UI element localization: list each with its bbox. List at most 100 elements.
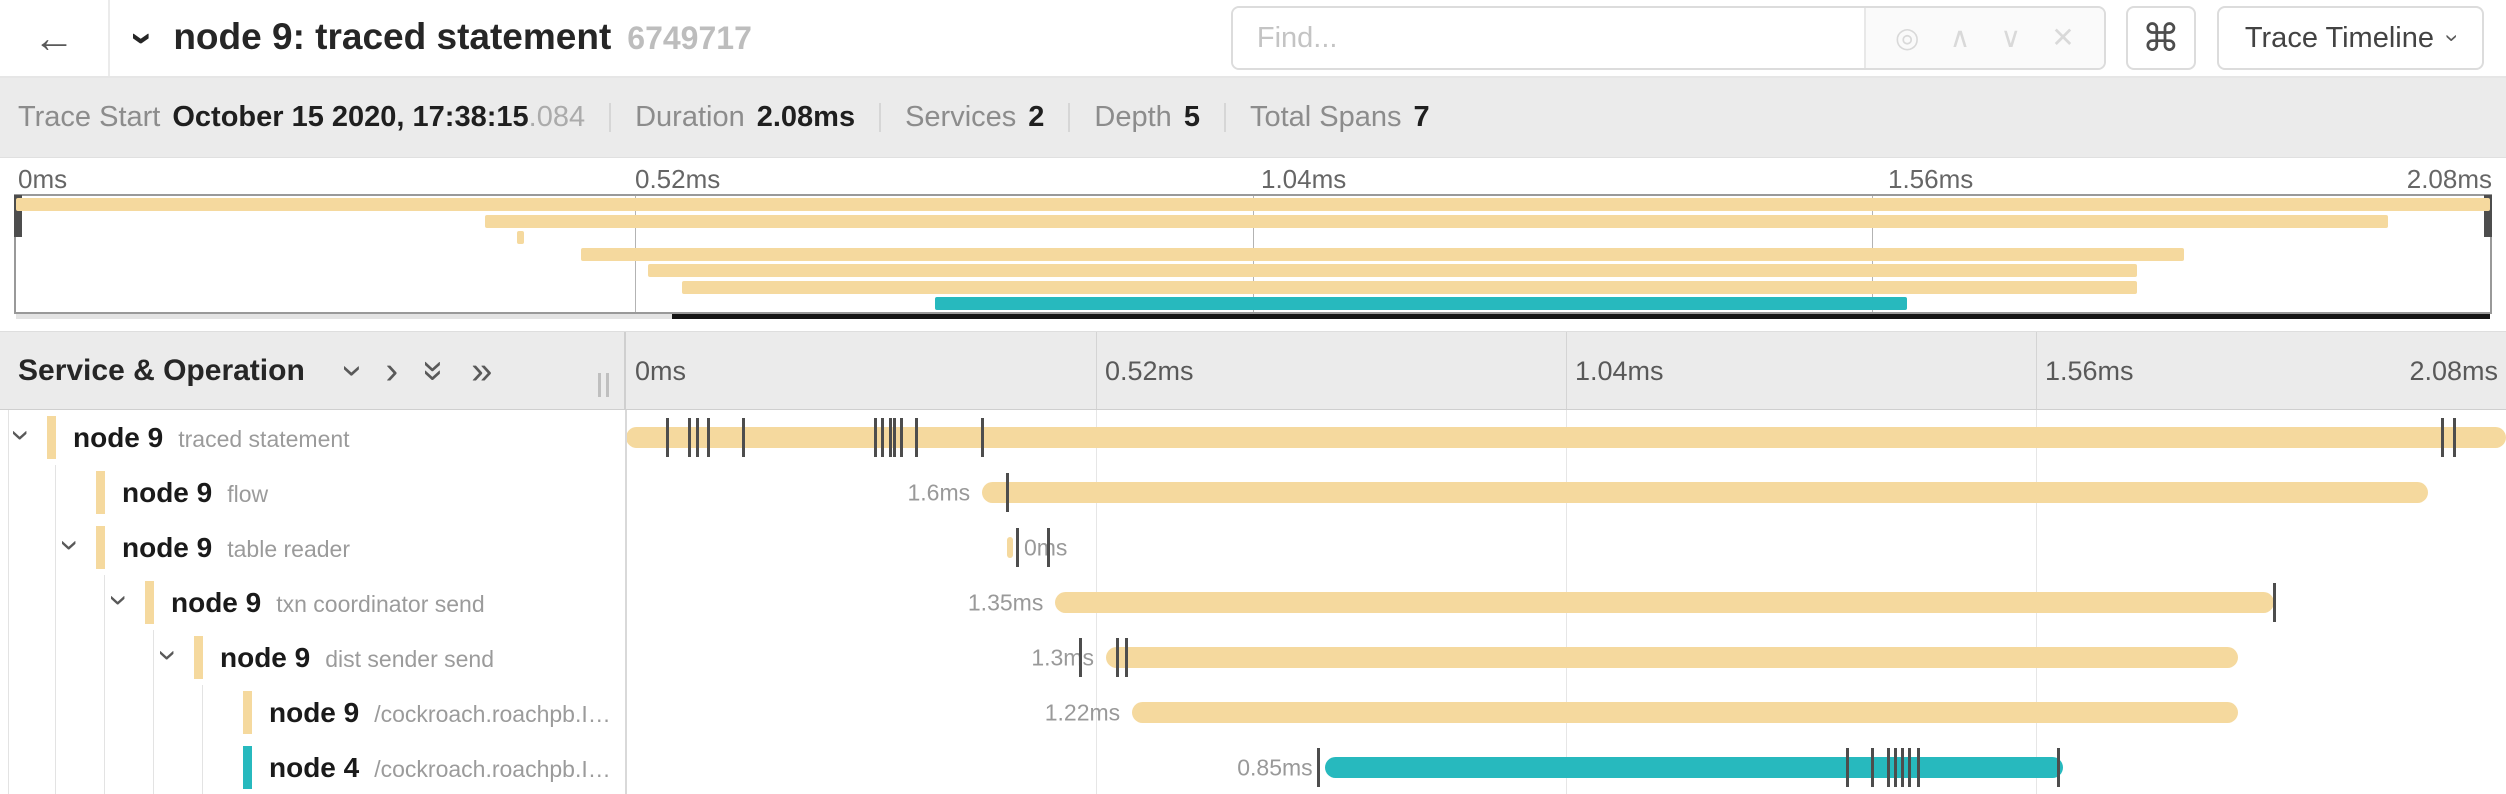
span-log-tick[interactable]: [1317, 748, 1321, 787]
span-duration-label: 0ms: [1023, 534, 1068, 560]
span-log-tick[interactable]: [2440, 418, 2444, 457]
span-duration-bar[interactable]: [626, 427, 2506, 448]
span-log-tick[interactable]: [1886, 748, 1890, 787]
minimap-tick-4: 2.08ms: [2406, 164, 2492, 194]
expand-one-icon[interactable]: ›: [385, 349, 399, 392]
span-row[interactable]: › node 9 dist sender send 1.3ms: [0, 630, 2506, 685]
minimap-span-bar: [682, 280, 2137, 294]
collapse-trace-chevron-icon[interactable]: ›: [121, 31, 166, 45]
span-timeline-cell[interactable]: 1.3ms: [626, 630, 2506, 685]
span-duration-label: 1.22ms: [1044, 699, 1121, 725]
span-log-tick[interactable]: [741, 418, 745, 457]
span-log-tick[interactable]: [892, 418, 896, 457]
span-timeline-cell[interactable]: 1.22ms: [626, 685, 2506, 740]
expand-chevron-icon[interactable]: ›: [149, 649, 188, 661]
span-tree-cell[interactable]: node 9/cockroach.roachpb.I…: [0, 685, 626, 740]
span-log-tick[interactable]: [1846, 748, 1850, 787]
find-clear-icon[interactable]: ✕: [2051, 22, 2075, 53]
span-timeline-cell[interactable]: 0ms: [626, 520, 2506, 575]
duration-label: Duration: [635, 101, 745, 133]
span-row[interactable]: › node 9 table reader 0ms: [0, 520, 2506, 575]
span-log-tick[interactable]: [981, 418, 985, 457]
span-duration-bar[interactable]: [1006, 537, 1013, 558]
minimap-left-scrubber[interactable]: [14, 195, 22, 237]
find-input[interactable]: [1232, 8, 1864, 68]
find-next-icon[interactable]: ∨: [2000, 22, 2021, 53]
span-log-tick[interactable]: [688, 418, 692, 457]
span-tree-cell[interactable]: node 9 flow: [0, 465, 626, 520]
span-tree-cell[interactable]: node 4/cockroach.roachpb.I…: [0, 740, 626, 794]
ruler-tick-3: 1.56ms: [2045, 356, 2134, 386]
top-bar: ← › node 9: traced statement 6749717 ◎ ∧…: [0, 0, 2506, 78]
operation-name: table reader: [227, 535, 350, 562]
span-tree-cell[interactable]: › node 9 table reader: [0, 520, 626, 575]
span-log-tick[interactable]: [1016, 528, 1020, 567]
span-log-tick[interactable]: [880, 418, 884, 457]
span-row[interactable]: node 9 flow 1.6ms: [0, 465, 2506, 520]
span-tree-cell[interactable]: › node 9 traced statement: [0, 410, 626, 465]
minimap-scrollbar-track[interactable]: [16, 314, 2490, 319]
span-row[interactable]: node 4/cockroach.roachpb.I… 0.85ms: [0, 740, 2506, 794]
span-log-tick[interactable]: [915, 418, 919, 457]
span-log-tick[interactable]: [696, 418, 700, 457]
span-log-tick[interactable]: [1078, 638, 1082, 677]
locate-icon[interactable]: ◎: [1895, 22, 1920, 53]
span-log-tick[interactable]: [1870, 748, 1874, 787]
span-log-tick[interactable]: [2452, 418, 2456, 457]
span-row[interactable]: › node 9 traced statement: [0, 410, 2506, 465]
span-log-tick[interactable]: [1124, 638, 1128, 677]
span-duration-bar[interactable]: [1132, 702, 2238, 723]
span-log-tick[interactable]: [1908, 748, 1912, 787]
span-timeline-cell[interactable]: 1.6ms: [626, 465, 2506, 520]
span-log-tick[interactable]: [2272, 583, 2276, 622]
expand-chevron-icon[interactable]: ›: [51, 539, 90, 551]
total-spans-label: Total Spans: [1249, 101, 1402, 133]
span-duration-bar[interactable]: [982, 482, 2429, 503]
minimap-right-scrubber[interactable]: [2484, 195, 2492, 237]
page-title: node 9: traced statement: [173, 15, 612, 57]
span-duration-bar[interactable]: [1105, 647, 2238, 668]
minimap-span-bar: [935, 297, 1908, 310]
expand-chevron-icon[interactable]: ›: [2, 429, 41, 441]
span-log-tick[interactable]: [2056, 748, 2060, 787]
span-log-tick[interactable]: [1916, 748, 1920, 787]
span-log-tick[interactable]: [873, 418, 877, 457]
span-log-tick[interactable]: [1894, 748, 1897, 787]
ruler-tick-0: 0ms: [635, 356, 687, 386]
trace-start-value: October 15 2020, 17:38:15: [172, 101, 529, 133]
back-button[interactable]: ←: [0, 0, 110, 76]
span-log-tick[interactable]: [1047, 528, 1051, 567]
span-row[interactable]: node 9/cockroach.roachpb.I… 1.22ms: [0, 685, 2506, 740]
ruler-tick-1: 0.52ms: [1105, 356, 1194, 386]
minimap-scrollbar-thumb[interactable]: [671, 314, 2490, 319]
span-tree-cell[interactable]: › node 9 dist sender send: [0, 630, 626, 685]
span-duration-bar[interactable]: [1324, 757, 2064, 778]
view-selector-dropdown[interactable]: Trace Timeline ›: [2216, 6, 2484, 70]
span-log-tick[interactable]: [665, 418, 669, 457]
span-duration-bar[interactable]: [1055, 592, 2274, 613]
span-row[interactable]: › node 9 txn coordinator send 1.35ms: [0, 575, 2506, 630]
span-log-tick[interactable]: [1901, 748, 1905, 787]
column-resize-grip[interactable]: [598, 373, 612, 397]
span-log-tick[interactable]: [1115, 638, 1119, 677]
span-timeline-cell[interactable]: 1.35ms: [626, 575, 2506, 630]
span-timeline-cell[interactable]: [626, 410, 2506, 465]
span-log-tick[interactable]: [1005, 473, 1009, 512]
panel-divider[interactable]: [625, 410, 627, 794]
expand-all-icon[interactable]: »: [471, 349, 493, 392]
minimap-span-bar: [516, 231, 524, 244]
span-log-tick[interactable]: [888, 418, 892, 457]
trace-title-group[interactable]: › node 9: traced statement 6749717: [121, 15, 752, 61]
trace-start-item: Trace Start October 15 2020, 17:38:15.08…: [18, 103, 609, 132]
span-tree-cell[interactable]: › node 9 txn coordinator send: [0, 575, 626, 630]
collapse-all-icon[interactable]: »: [413, 359, 456, 382]
collapse-one-icon[interactable]: ›: [332, 364, 375, 377]
service-color-chip: [96, 471, 105, 514]
keyboard-shortcuts-button[interactable]: ⌘: [2125, 6, 2196, 70]
trace-minimap[interactable]: [14, 194, 2492, 319]
expand-chevron-icon[interactable]: ›: [100, 594, 139, 606]
span-timeline-cell[interactable]: 0.85ms: [626, 740, 2506, 794]
span-log-tick[interactable]: [707, 418, 711, 457]
span-log-tick[interactable]: [899, 418, 903, 457]
find-prev-icon[interactable]: ∧: [1949, 22, 1971, 53]
